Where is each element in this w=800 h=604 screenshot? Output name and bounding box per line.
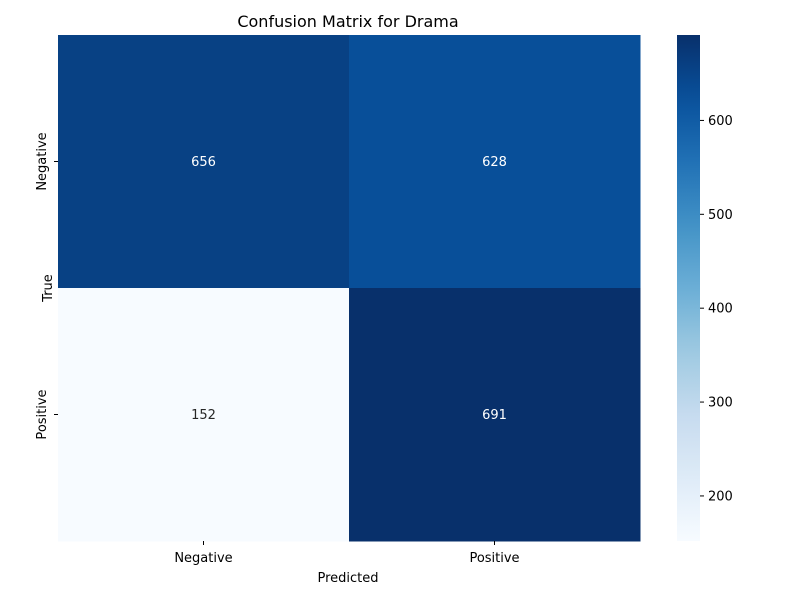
colorbar-tick-label: 600 (708, 114, 733, 129)
y-tick-label: Negative (35, 132, 50, 190)
y-axis: Negative Positive (35, 132, 58, 440)
colorbar-tick-label: 400 (708, 302, 733, 317)
colorbar-gradient (677, 35, 700, 541)
colorbar-tick-label: 200 (708, 489, 733, 504)
cell-value-label-0-0: 656 (191, 155, 216, 170)
x-tick-label: Positive (469, 551, 519, 566)
colorbar-tick-label: 500 (708, 208, 733, 223)
y-axis-label: True (41, 274, 56, 303)
colorbar-tick-label: 300 (708, 396, 733, 411)
heatmap-cell-1-0 (58, 288, 350, 542)
cell-value-label-1-0: 152 (191, 408, 216, 423)
cell-value-label-0-1: 628 (482, 155, 507, 170)
y-tick-label: Positive (35, 389, 50, 439)
heatmap-cell-0-1 (349, 35, 641, 289)
x-axis: Negative Positive (174, 541, 520, 566)
cell-value-label-1-1: 691 (482, 408, 507, 423)
heatmap-cell-0-0 (58, 35, 350, 289)
colorbar: 200 300 400 500 600 (677, 35, 733, 541)
heatmap-cells (58, 35, 641, 542)
x-tick-label: Negative (174, 551, 232, 566)
cell-value-labels: 656 628 152 691 (191, 155, 507, 423)
chart-title: Confusion Matrix for Drama (237, 12, 458, 31)
x-axis-label: Predicted (317, 571, 378, 586)
heatmap-cell-1-1 (349, 288, 641, 542)
